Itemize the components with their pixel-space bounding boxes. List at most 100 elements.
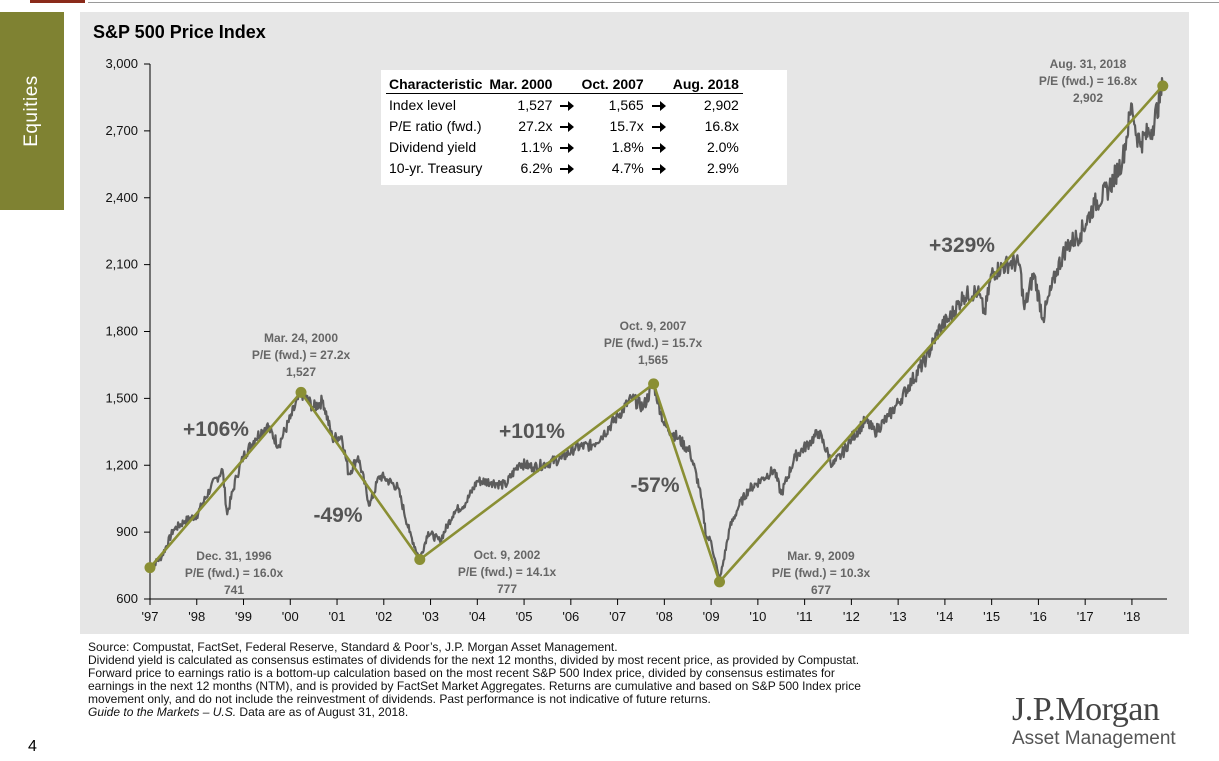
point-annotation: Oct. 9, 2002 [474,548,541,562]
price-index-chart: 600 900 1,200 1,500 1,800 2,100 2,400 2,700 3,00… [105,56,1169,624]
point-annotation: Oct. 9, 2007 [620,319,687,333]
x-tick-label: '08 [656,609,673,624]
point-annotation: 1,527 [286,365,316,379]
row-label: P/E ratio (fwd.) [389,117,482,134]
logo-brand: J.P.Morgan [1012,691,1160,728]
x-tick-label: '17 [1077,609,1094,624]
section-tab-label: Equities [21,75,42,147]
x-tick-label: '09 [703,609,720,624]
arrow-right-icon [648,94,670,116]
y-tick-label: 1,800 [105,324,138,339]
percent-move-label: +329% [929,234,995,257]
percent-move-label: +101% [499,420,565,443]
table-row: 10-yr. Treasury 6.2% 4.7% 2.9% [386,157,743,178]
point-annotation: 741 [224,583,244,597]
table-header [647,75,670,94]
peak-trough-marker [1157,80,1169,92]
percent-move-label: -57% [630,474,679,497]
point-annotation: P/E (fwd.) = 14.1x [458,565,557,579]
y-tick-label: 600 [116,591,138,606]
value-oct-2007: 4.7% [611,159,644,176]
table-header: Aug. 2018 [669,75,743,94]
percent-move-label: +106% [183,418,249,441]
point-annotation: P/E (fwd.) = 16.8x [1039,74,1138,88]
chart-title: S&P 500 Price Index [93,22,266,42]
peak-trough-marker [414,554,426,566]
value-oct-2007: 15.7x [609,117,644,134]
x-tick-label: '14 [936,609,953,624]
footnote-line: Source: Compustat, FactSet, Federal Rese… [88,640,618,654]
point-annotation: P/E (fwd.) = 16.0x [185,566,284,580]
row-label: Dividend yield [389,138,477,155]
peak-trough-marker [714,576,726,588]
x-tick-label: '12 [843,609,860,624]
arrow-right-icon [556,115,578,136]
value-oct-2007: 1.8% [611,138,644,155]
arrow-right-icon [556,94,578,116]
value-oct-2007: 1,565 [608,96,644,113]
y-tick-label: 1,200 [105,457,138,472]
x-tick-label: '18 [1123,609,1140,624]
footnote-line: Dividend yield is calculated as consensu… [88,653,860,667]
y-tick-label: 2,400 [105,190,138,205]
peak-trough-trend-line [149,84,1164,585]
characteristics-table: Characteristic Mar. 2000 Oct. 2007 Aug. … [381,70,787,185]
point-annotation: 777 [497,582,517,596]
x-tick-label: '10 [749,609,766,624]
x-tick-label: '13 [890,609,907,624]
top-accent-bar [30,0,85,3]
table-row: Index level 1,527 1,565 2,902 [386,94,743,116]
source-footnote: Source: Compustat, FactSet, Federal Rese… [88,641,988,719]
table-header: Mar. 2000 [486,75,557,94]
value-aug-2018: 2.9% [706,159,739,176]
guide-title: Guide to the Markets – U.S. [88,705,237,719]
logo-subtitle: Asset Management [1012,728,1176,749]
value-aug-2018: 2.0% [706,138,739,155]
value-mar-2000: 1,527 [517,96,553,113]
table-header: Characteristic [386,75,487,94]
percent-move-label: -49% [313,504,362,527]
table-header: Oct. 2007 [578,75,648,94]
y-tick-label: 1,500 [105,390,138,405]
x-tick-label: '15 [983,609,1000,624]
point-annotation: 677 [811,583,831,597]
point-annotation: Mar. 24, 2000 [264,331,338,345]
peak-trough-marker [295,386,307,398]
point-annotation: P/E (fwd.) = 27.2x [252,348,351,362]
x-tick-label: '01 [329,609,346,624]
x-tick-label: '98 [188,609,205,624]
x-tick-label: '11 [797,609,813,624]
x-tick-label: '07 [609,609,626,624]
jpmorgan-logo: J.P.Morgan Asset Management [1012,692,1187,750]
top-rule [88,2,1219,3]
footnote-guide: Guide to the Markets – U.S. Data are as … [88,706,988,719]
guide-date: Data are as of August 31, 2018. [236,705,409,719]
y-tick-label: 3,000 [105,56,138,71]
value-mar-2000: 27.2x [518,117,553,134]
footnote-line: movement only, and do not include the re… [88,692,711,706]
point-annotation: P/E (fwd.) = 15.7x [604,336,703,350]
value-mar-2000: 1.1% [520,138,553,155]
footnote-line: Forward price to earnings ratio is a bot… [88,666,835,680]
value-mar-2000: 6.2% [520,159,553,176]
x-tick-label: '16 [1030,609,1047,624]
point-annotation: Dec. 31, 1996 [196,549,272,563]
point-annotation: P/E (fwd.) = 10.3x [772,566,871,580]
y-tick-label: 2,100 [105,257,138,272]
point-annotation: 2,902 [1073,91,1103,105]
point-annotation: Mar. 9, 2009 [787,549,855,563]
x-tick-label: '02 [375,609,392,624]
y-tick-label: 900 [116,524,138,539]
row-label: Index level [389,96,456,113]
peak-trough-marker [648,378,660,390]
page-number: 4 [28,738,37,755]
arrow-right-icon [556,157,578,178]
x-tick-label: '05 [516,609,533,624]
value-aug-2018: 16.8x [704,117,739,134]
x-tick-label: '99 [235,609,252,624]
arrow-right-icon [648,157,670,178]
x-tick-label: '06 [562,609,579,624]
arrow-right-icon [648,115,670,136]
arrow-right-icon [556,136,578,157]
x-tick-label: '03 [422,609,439,624]
